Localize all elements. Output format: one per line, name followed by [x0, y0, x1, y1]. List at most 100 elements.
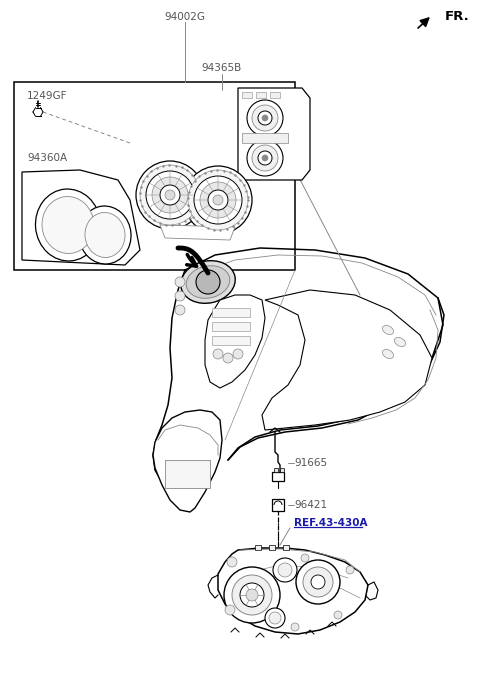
Point: [184, 193, 192, 204]
Circle shape: [175, 291, 185, 301]
Text: 94002G: 94002G: [165, 12, 205, 22]
Polygon shape: [22, 170, 140, 265]
Bar: [270, 92, 280, 98]
Point: [240, 179, 248, 190]
Point: [231, 170, 239, 181]
Point: [188, 169, 196, 180]
Point: [183, 165, 191, 176]
Circle shape: [224, 567, 280, 623]
Text: 1249GF: 1249GF: [27, 91, 68, 101]
Circle shape: [165, 190, 175, 200]
Ellipse shape: [181, 261, 235, 303]
Point: [180, 216, 188, 227]
Circle shape: [303, 567, 333, 597]
Ellipse shape: [36, 189, 100, 261]
Point: [216, 225, 224, 236]
Point: [137, 182, 145, 193]
Point: [196, 187, 204, 197]
Circle shape: [227, 557, 237, 567]
Bar: [280, 468, 284, 472]
Circle shape: [136, 161, 204, 229]
Bar: [212, 336, 250, 345]
Polygon shape: [218, 548, 368, 634]
Bar: [14, 82, 295, 270]
Point: [244, 191, 252, 202]
Point: [243, 201, 251, 212]
Text: 94360A: 94360A: [27, 153, 67, 163]
Circle shape: [225, 605, 235, 615]
Circle shape: [252, 145, 278, 171]
Point: [195, 180, 203, 191]
Circle shape: [247, 100, 283, 136]
Circle shape: [301, 554, 309, 562]
Point: [153, 163, 161, 174]
Circle shape: [311, 575, 325, 589]
Text: 91665: 91665: [294, 458, 327, 468]
Point: [234, 217, 241, 228]
Circle shape: [262, 155, 268, 161]
Point: [138, 200, 146, 211]
Point: [214, 165, 221, 176]
Point: [186, 212, 193, 223]
Point: [136, 188, 144, 199]
Bar: [165, 460, 210, 488]
Point: [184, 200, 192, 210]
Ellipse shape: [186, 266, 230, 298]
Circle shape: [334, 611, 342, 619]
Circle shape: [291, 623, 299, 631]
Text: FR.: FR.: [445, 10, 470, 24]
Circle shape: [269, 612, 281, 624]
Point: [162, 219, 170, 230]
Point: [193, 202, 201, 213]
Circle shape: [146, 171, 194, 219]
Point: [243, 185, 251, 196]
Ellipse shape: [395, 337, 406, 347]
Circle shape: [208, 190, 228, 210]
Bar: [255, 545, 261, 550]
Circle shape: [184, 166, 252, 234]
Polygon shape: [205, 295, 265, 388]
Polygon shape: [148, 182, 245, 220]
Circle shape: [160, 185, 180, 205]
Ellipse shape: [42, 197, 94, 253]
Circle shape: [175, 277, 185, 287]
Polygon shape: [160, 225, 235, 240]
Bar: [274, 468, 278, 472]
Point: [166, 159, 173, 170]
Text: 94365B: 94365B: [202, 63, 242, 73]
Circle shape: [232, 575, 272, 615]
Point: [196, 171, 204, 182]
Circle shape: [213, 195, 223, 205]
Circle shape: [175, 305, 185, 315]
Circle shape: [140, 165, 200, 225]
Bar: [212, 308, 250, 317]
Polygon shape: [262, 290, 432, 430]
Bar: [272, 472, 284, 481]
Point: [210, 224, 218, 235]
Point: [220, 165, 228, 176]
Circle shape: [240, 583, 264, 607]
Text: 96421: 96421: [294, 500, 327, 510]
Circle shape: [258, 151, 272, 165]
Circle shape: [152, 177, 188, 213]
Circle shape: [258, 111, 272, 125]
Point: [145, 211, 153, 222]
Circle shape: [252, 105, 278, 131]
Point: [223, 223, 230, 234]
Point: [143, 170, 151, 181]
Text: REF.43-430A: REF.43-430A: [294, 518, 368, 528]
Point: [236, 174, 244, 185]
Bar: [242, 92, 252, 98]
Point: [207, 165, 215, 176]
Point: [168, 219, 176, 230]
Point: [189, 211, 197, 222]
Circle shape: [188, 170, 248, 230]
Point: [172, 160, 180, 171]
Polygon shape: [238, 88, 310, 180]
Circle shape: [262, 115, 268, 121]
Circle shape: [265, 608, 285, 628]
Circle shape: [273, 558, 297, 582]
Point: [141, 206, 149, 217]
Point: [186, 206, 194, 217]
Point: [156, 218, 164, 229]
